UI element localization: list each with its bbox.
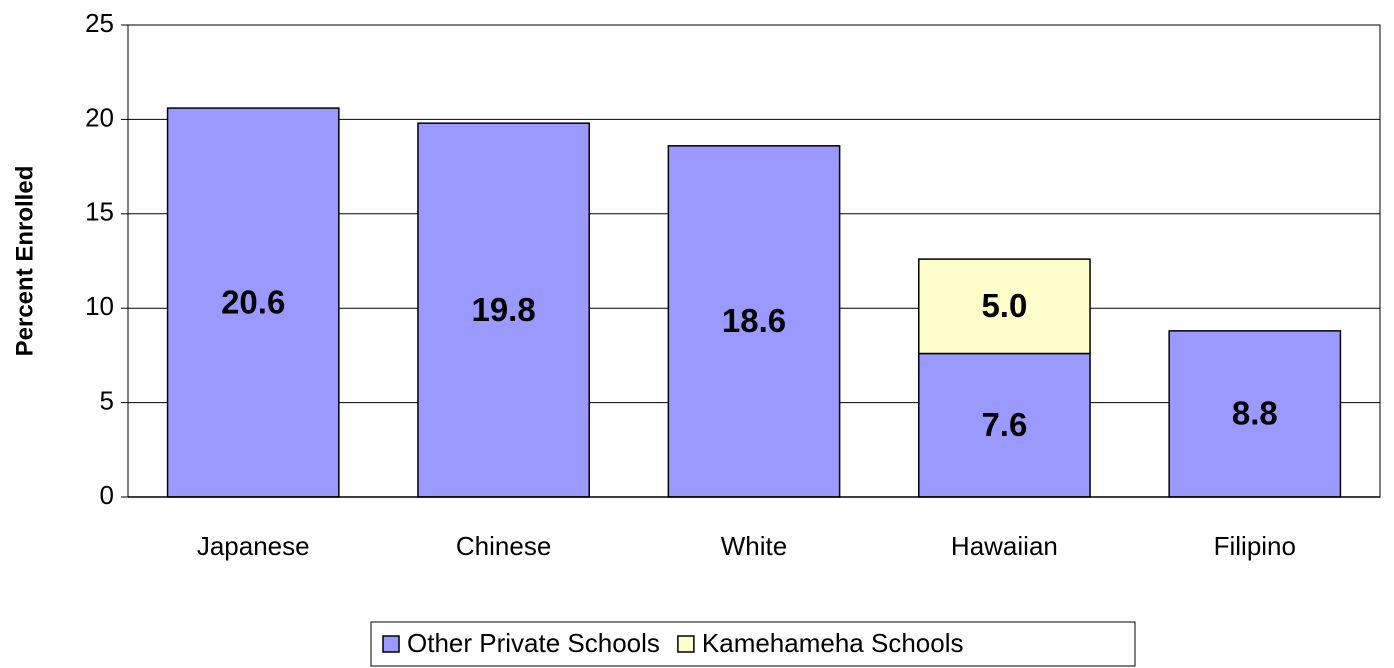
y-tick-label: 20: [85, 102, 114, 132]
legend-label: Kamehameha Schools: [702, 628, 964, 658]
value-label: 8.8: [1232, 395, 1278, 432]
value-label: 20.6: [221, 283, 285, 320]
y-tick-label: 15: [85, 197, 114, 227]
value-label: 7.6: [981, 406, 1027, 443]
x-tick-label: Japanese: [197, 531, 310, 561]
x-tick-label: Chinese: [456, 531, 551, 561]
legend-swatch: [677, 635, 695, 653]
x-tick-label: Hawaiian: [951, 531, 1058, 561]
value-label: 19.8: [471, 291, 535, 328]
y-tick-label: 5: [100, 385, 114, 415]
x-tick-label: Filipino: [1214, 531, 1296, 561]
value-label: 5.0: [981, 287, 1027, 324]
y-axis-label: Percent Enrolled: [11, 166, 38, 357]
y-tick-label: 0: [100, 480, 114, 510]
bar-segment: [1168, 330, 1342, 498]
y-tick-label: 10: [85, 291, 114, 321]
y-tick-label: 25: [85, 8, 114, 38]
legend: [370, 621, 1136, 667]
x-tick-label: White: [721, 531, 787, 561]
value-label: 18.6: [722, 302, 786, 339]
bar-segment: [918, 258, 1091, 355]
legend-label: Other Private Schools: [407, 628, 660, 658]
legend-swatch: [382, 635, 400, 653]
